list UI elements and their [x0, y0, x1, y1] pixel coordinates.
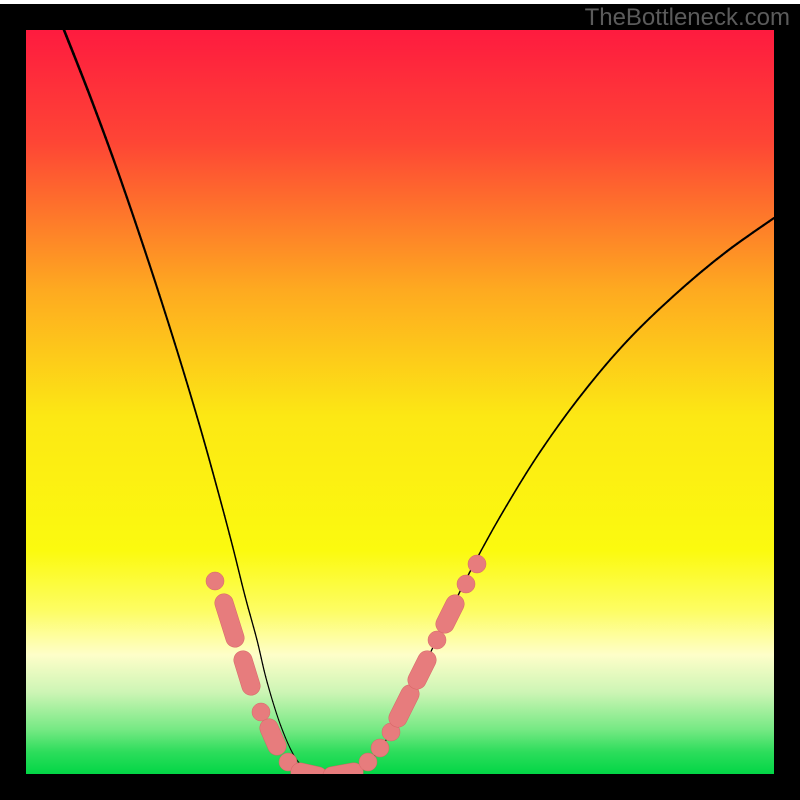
chart-svg	[0, 0, 800, 800]
plot-background	[26, 30, 774, 774]
watermark-text: TheBottleneck.com	[585, 4, 790, 32]
